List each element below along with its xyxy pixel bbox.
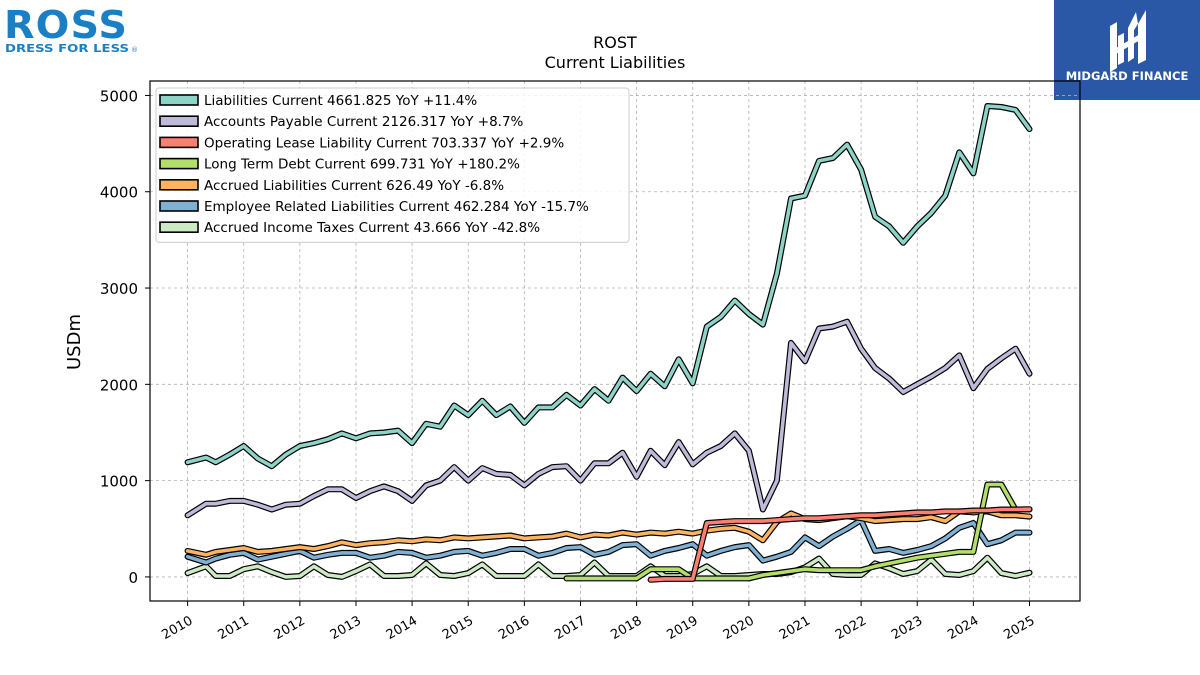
legend-item-2: Operating Lease Liability Current 703.33… xyxy=(159,135,564,151)
legend-label: Accrued Income Taxes Current 43.666 YoY … xyxy=(204,220,540,236)
x-tick-label: 2010 xyxy=(159,613,195,643)
x-tick-label: 2014 xyxy=(384,613,420,643)
x-tick-label: 2018 xyxy=(608,613,644,643)
x-tick-label: 2023 xyxy=(889,613,925,643)
series-line-4 xyxy=(184,508,1033,558)
series-stroke xyxy=(185,509,1032,557)
legend-swatch xyxy=(159,179,199,191)
y-tick-label: 5000 xyxy=(100,87,138,105)
legend-box xyxy=(155,87,630,243)
series-outline xyxy=(184,318,1033,519)
series-stroke xyxy=(185,518,1032,565)
x-tick-label: 2021 xyxy=(777,613,813,643)
legend-item-3: Long Term Debt Current 699.731 YoY +180.… xyxy=(159,157,520,173)
legend-label: Employee Related Liabilities Current 462… xyxy=(204,199,589,215)
legend: Liabilities Current 4661.825 YoY +11.4% A… xyxy=(155,87,630,243)
series-line-1 xyxy=(184,318,1033,519)
legend-label: Liabilities Current 4661.825 YoY +11.4% xyxy=(204,93,477,109)
y-tick-label: 4000 xyxy=(100,184,138,202)
y-axis-label: USDm xyxy=(64,314,85,370)
ross-logo-tagline: DRESS FOR LESS xyxy=(5,42,129,55)
x-tick-label: 2016 xyxy=(496,613,532,643)
x-tick-label: 2013 xyxy=(328,613,364,643)
legend-swatch xyxy=(159,115,199,127)
legend-item-6: Accrued Income Taxes Current 43.666 YoY … xyxy=(159,220,540,236)
series-outline xyxy=(563,481,1033,582)
plot-frame xyxy=(149,80,1081,602)
legend-swatch xyxy=(159,221,199,233)
legend-swatch xyxy=(159,200,199,212)
series-stroke xyxy=(648,507,1032,582)
x-tick-label: 2025 xyxy=(1001,613,1037,643)
series-line-3 xyxy=(563,481,1033,582)
midgard-logo-text: MIDGARD FINANCE xyxy=(1066,69,1189,83)
y-tick-label: 0 xyxy=(128,569,138,587)
y-tick-label: 1000 xyxy=(100,473,138,491)
x-tick-label: 2024 xyxy=(945,613,981,643)
x-tick-label: 2017 xyxy=(552,613,588,643)
legend-item-5: Employee Related Liabilities Current 462… xyxy=(159,199,589,215)
series-line-0 xyxy=(184,103,1033,470)
legend-swatch xyxy=(159,136,199,149)
midgard-finance-logo: MIDGARD FINANCE xyxy=(1054,0,1200,100)
x-tick-label: 2019 xyxy=(665,613,701,643)
series-stroke xyxy=(185,104,1032,469)
x-tick-label: 2012 xyxy=(272,613,308,643)
legend-item-1: Accounts Payable Current 2126.317 YoY +8… xyxy=(159,114,524,130)
y-tick-label: 2000 xyxy=(100,376,138,394)
x-tick-label: 2020 xyxy=(721,613,757,643)
x-tick-label: 2015 xyxy=(440,613,476,643)
legend-item-0: Liabilities Current 4661.825 YoY +11.4% xyxy=(159,93,477,109)
legend-swatch xyxy=(159,157,199,170)
series-lines xyxy=(184,103,1033,583)
ross-logo-wordmark: ROSS xyxy=(4,4,128,47)
legend-item-4: Accrued Liabilities Current 626.49 YoY -… xyxy=(159,178,504,194)
midgard-logo-graphic: MIDGARD FINANCE xyxy=(1066,10,1189,83)
series-stroke xyxy=(185,319,1032,518)
legend-label: Operating Lease Liability Current 703.33… xyxy=(204,135,564,151)
chart-title: ROST xyxy=(593,33,637,52)
ross-logo: ROSS DRESS FOR LESS ® xyxy=(4,4,138,55)
ross-logo-registered-mark: ® xyxy=(131,46,138,54)
series-stroke xyxy=(564,482,1032,581)
chart-subtitle: Current Liabilities xyxy=(545,53,686,72)
legend-label: Accounts Payable Current 2126.317 YoY +8… xyxy=(204,114,524,130)
series-line-5 xyxy=(184,517,1033,566)
x-tick-label: 2011 xyxy=(216,613,252,643)
legend-label: Accrued Liabilities Current 626.49 YoY -… xyxy=(204,178,504,194)
midgard-emblem-icon xyxy=(1110,10,1146,72)
x-tick-label: 2022 xyxy=(833,613,869,643)
legend-swatch xyxy=(159,94,199,106)
legend-label: Long Term Debt Current 699.731 YoY +180.… xyxy=(204,157,520,173)
y-tick-label: 3000 xyxy=(100,280,138,298)
series-line-2 xyxy=(647,506,1033,583)
